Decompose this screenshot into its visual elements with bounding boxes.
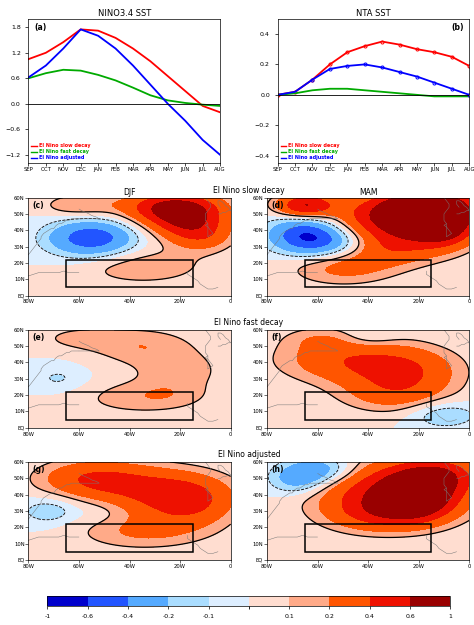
Text: (f): (f) [271,332,282,342]
Legend: El Nino slow decay, El Nino fast decay, El Nino adjusted: El Nino slow decay, El Nino fast decay, … [31,143,91,161]
Text: (h): (h) [271,465,283,474]
Text: El Nino adjusted: El Nino adjusted [218,451,280,459]
Bar [305,524,431,552]
Bar [66,259,193,288]
Text: (a): (a) [34,23,46,32]
Title: NINO3.4 SST: NINO3.4 SST [98,9,151,18]
Bar [66,524,193,552]
Text: El Nino slow decay: El Nino slow decay [213,186,285,195]
Text: (g): (g) [33,465,45,474]
Bar [66,392,193,419]
Legend: El Nino slow decay, El Nino fast decay, El Nino adjusted: El Nino slow decay, El Nino fast decay, … [280,143,340,161]
Text: (b): (b) [451,23,464,32]
Title: DJF: DJF [123,189,136,198]
Text: El Nino fast decay: El Nino fast decay [214,318,283,328]
Bar [305,259,431,288]
Title: NTA SST: NTA SST [356,9,391,18]
Title: MAM: MAM [359,189,377,198]
Bar [305,392,431,419]
Text: (e): (e) [33,332,45,342]
Text: (d): (d) [271,201,283,209]
Text: (c): (c) [33,201,44,209]
